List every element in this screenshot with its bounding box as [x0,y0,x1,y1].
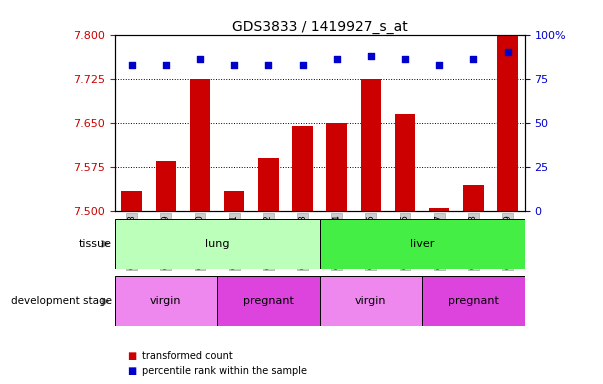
Point [503,49,513,55]
Text: tissue: tissue [78,239,112,249]
Point [161,61,171,68]
Bar [217,276,320,326]
Text: transformed count: transformed count [142,351,232,361]
Point [195,56,205,62]
Text: pregnant: pregnant [448,296,499,306]
Point [298,61,308,68]
Bar [292,126,313,211]
Point [469,56,478,62]
Text: lung: lung [205,239,229,249]
Bar [320,219,525,269]
Point [366,53,376,59]
Bar [361,79,381,211]
Bar [115,219,320,269]
Bar [115,276,217,326]
Point [264,61,273,68]
Bar [156,161,176,211]
Point [332,56,341,62]
Bar [258,158,279,211]
Point [400,56,410,62]
Text: pregnant: pregnant [243,296,294,306]
Bar [224,190,244,211]
Bar [422,276,525,326]
Point [434,61,444,68]
Text: ■: ■ [127,351,136,361]
Text: virgin: virgin [355,296,387,306]
Bar [497,35,518,211]
Text: development stage: development stage [11,296,112,306]
Bar [463,185,484,211]
Text: percentile rank within the sample: percentile rank within the sample [142,366,307,376]
Bar [395,114,415,211]
Bar [429,208,449,211]
Bar [326,123,347,211]
Bar [121,190,142,211]
Text: liver: liver [410,239,434,249]
Title: GDS3833 / 1419927_s_at: GDS3833 / 1419927_s_at [232,20,408,33]
Bar [190,79,210,211]
Text: virgin: virgin [150,296,182,306]
Bar [320,276,422,326]
Point [127,61,136,68]
Text: ■: ■ [127,366,136,376]
Point [229,61,239,68]
